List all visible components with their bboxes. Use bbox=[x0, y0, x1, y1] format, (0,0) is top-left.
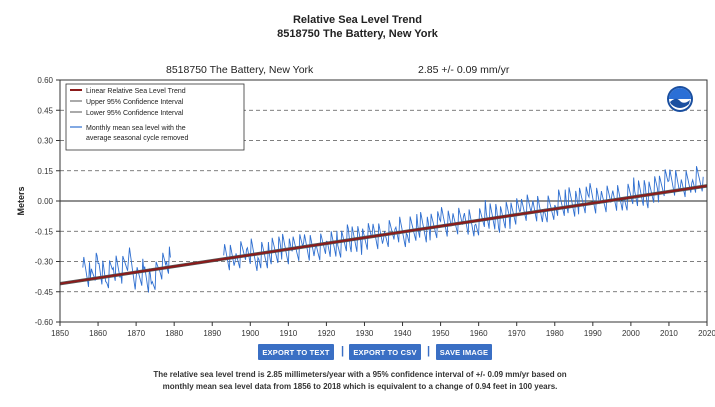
export-to-csv-button[interactable]: EXPORT TO CSV bbox=[349, 344, 421, 360]
x-tick-label: 1920 bbox=[318, 329, 336, 338]
x-tick-label: 1870 bbox=[127, 329, 145, 338]
legend-label: Upper 95% Confidence Interval bbox=[86, 99, 184, 106]
x-tick-label: 1990 bbox=[584, 329, 602, 338]
y-tick-label: -0.60 bbox=[35, 318, 54, 327]
legend-box bbox=[65, 83, 245, 151]
page-title: Relative Sea Level Trend bbox=[292, 14, 422, 26]
trend-description: The relative sea level trend is 2.85 mil… bbox=[153, 370, 567, 391]
x-tick-label: 1950 bbox=[432, 329, 450, 338]
x-tick-label: 2020 bbox=[698, 329, 715, 338]
legend-label: Linear Relative Sea Level Trend bbox=[86, 88, 186, 95]
legend-label: Lower 95% Confidence Interval bbox=[86, 110, 184, 117]
x-tick-label: 1890 bbox=[203, 329, 221, 338]
chart-legend: Linear Relative Sea Level Trend Upper 95%… bbox=[65, 83, 245, 151]
y-tick-label: 0.60 bbox=[37, 76, 53, 85]
x-tick-label: 1970 bbox=[508, 329, 526, 338]
x-tick-label: 2000 bbox=[622, 329, 640, 338]
page-subtitle: 8518750 The Battery, New York bbox=[277, 28, 438, 40]
x-tick-label: 1940 bbox=[394, 329, 412, 338]
x-tick-label: 1850 bbox=[51, 329, 69, 338]
noaa-logo-icon bbox=[667, 86, 693, 112]
x-tick-label: 1880 bbox=[165, 329, 183, 338]
y-tick-label: 0.30 bbox=[37, 137, 53, 146]
toolbar-separator: | bbox=[427, 345, 431, 357]
y-tick-label: 0.15 bbox=[37, 167, 53, 176]
x-tick-label: 1980 bbox=[546, 329, 564, 338]
save-image-button[interactable]: SAVE IMAGE bbox=[436, 344, 492, 360]
y-tick-label: -0.30 bbox=[35, 258, 54, 267]
legend-label: Monthly mean sea level with the bbox=[86, 125, 186, 132]
y-tick-label: 0.45 bbox=[37, 106, 53, 115]
y-tick-label: -0.15 bbox=[35, 227, 54, 236]
chart-axes: -0.60 -0.45 -0.30 -0.15 0.00 0.15 0.30 0.45 0.60… bbox=[16, 76, 715, 338]
linear-trend-line bbox=[59, 184, 708, 285]
export-toolbar: EXPORT TO TEXT | EXPORT TO CSV | SAVE IM… bbox=[0, 344, 715, 362]
x-tick-label: 1910 bbox=[279, 329, 297, 338]
sea-level-chart: -0.60 -0.45 -0.30 -0.15 0.00 0.15 0.30 0.45 0.60… bbox=[16, 76, 715, 338]
x-tick-label: 1900 bbox=[241, 329, 259, 338]
x-tick-label: 1960 bbox=[470, 329, 488, 338]
x-tick-label: 1930 bbox=[356, 329, 374, 338]
chart-series-layer bbox=[59, 166, 708, 293]
y-tick-label: 0.00 bbox=[37, 197, 53, 206]
trend-rate-label: 2.85 +/- 0.09 mm/yr bbox=[418, 64, 510, 76]
x-tick-label: 2010 bbox=[660, 329, 678, 338]
series-monthly-mean-line bbox=[82, 246, 171, 293]
toolbar-separator: | bbox=[341, 345, 345, 357]
upper-confidence-line bbox=[59, 184, 708, 283]
series-monthly-mean-line bbox=[223, 166, 704, 271]
station-label: 8518750 The Battery, New York bbox=[166, 64, 314, 76]
export-to-text-button[interactable]: EXPORT TO TEXT bbox=[258, 344, 334, 360]
y-axis-label: Meters bbox=[16, 186, 26, 215]
x-tick-label: 1860 bbox=[89, 329, 107, 338]
legend-label: average seasonal cycle removed bbox=[86, 135, 188, 142]
y-tick-label: -0.45 bbox=[35, 288, 54, 297]
lower-confidence-line bbox=[59, 186, 708, 286]
